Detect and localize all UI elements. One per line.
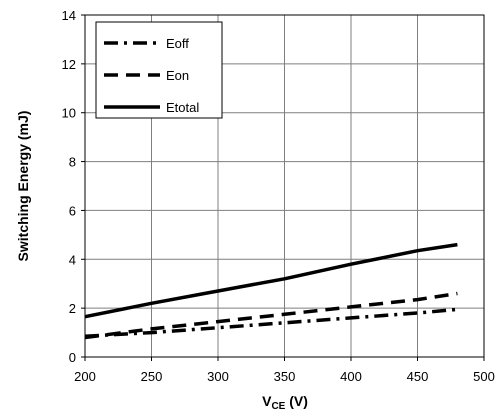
y-tick-label: 0 (69, 350, 76, 365)
x-axis-title-main: V (262, 393, 272, 409)
y-axis-ticks: 0 2 4 6 8 10 12 14 (62, 8, 85, 365)
x-tick-label: 300 (207, 369, 229, 384)
x-axis-title-unit: (V) (285, 393, 308, 409)
y-tick-label: 2 (69, 301, 76, 316)
series-line-eon (84, 291, 458, 340)
y-tick-label: 4 (69, 252, 76, 267)
series-lines (84, 242, 458, 340)
x-axis-title: VCE (V) (262, 393, 308, 412)
y-tick-label: 8 (69, 155, 76, 170)
legend-label-eon: Eon (166, 68, 189, 83)
series-line-eoff (84, 307, 458, 338)
x-tick-label: 250 (141, 369, 163, 384)
y-tick-label: 10 (62, 106, 76, 121)
x-tick-label: 400 (340, 369, 362, 384)
x-tick-label: 350 (274, 369, 296, 384)
x-axis-ticks: 200 250 300 350 400 450 500 (74, 357, 495, 384)
legend-box (95, 21, 223, 119)
x-axis-title-subscript: CE (271, 401, 285, 412)
legend-label-eoff: Eoff (166, 36, 189, 51)
y-tick-label: 6 (69, 203, 76, 218)
y-tick-label: 12 (62, 57, 76, 72)
series-line-etotal (84, 242, 458, 319)
y-tick-label: 14 (62, 8, 76, 23)
legend-label-etotal: Etotal (166, 100, 199, 115)
x-tick-label: 450 (407, 369, 429, 384)
x-tick-label: 200 (74, 369, 96, 384)
legend: Eoff Eon Etotal (95, 21, 223, 119)
y-axis-title: Switching Energy (mJ) (15, 111, 31, 262)
x-tick-label: 500 (473, 369, 495, 384)
